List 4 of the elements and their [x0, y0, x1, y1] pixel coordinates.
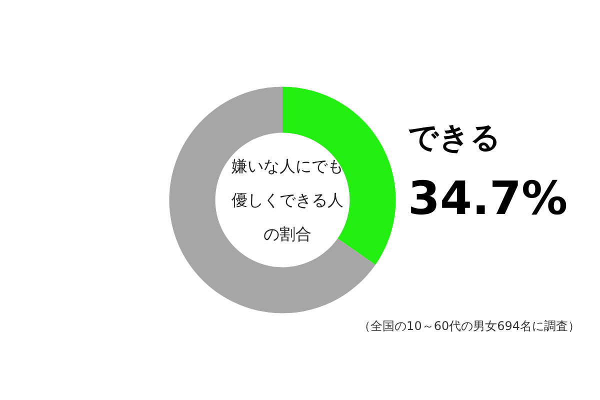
slice-label: できる	[408, 120, 501, 156]
text: 嫌いな人にでも優しくできる人の割合	[231, 156, 344, 244]
data-label: 34.7%	[408, 171, 568, 225]
text: （全国の10～60代の男女694名に調査）	[358, 319, 580, 333]
